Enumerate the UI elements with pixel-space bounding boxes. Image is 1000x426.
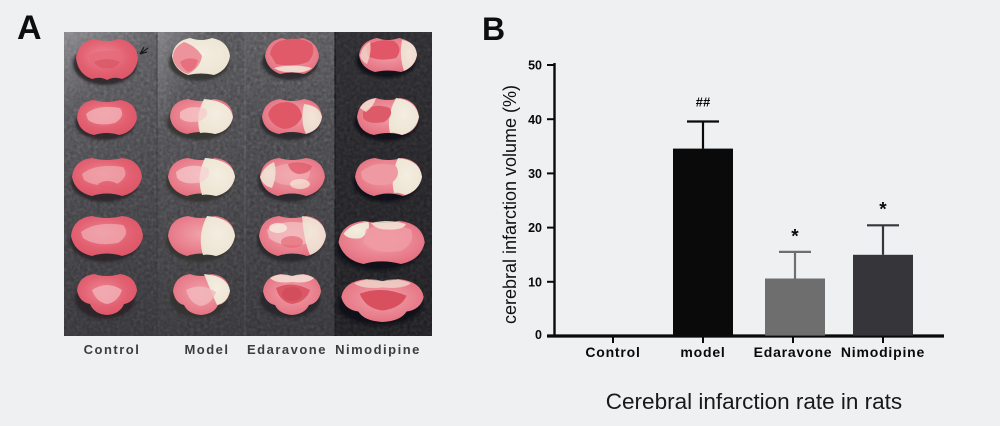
svg-text:0: 0 xyxy=(535,328,542,342)
svg-text:20: 20 xyxy=(528,221,542,235)
svg-text:*: * xyxy=(879,200,887,221)
svg-text:##: ## xyxy=(696,95,711,110)
svg-text:*: * xyxy=(791,227,799,248)
svg-text:40: 40 xyxy=(528,113,542,127)
svg-text:Nimodipine: Nimodipine xyxy=(841,344,925,360)
svg-text:50: 50 xyxy=(528,59,542,73)
svg-text:30: 30 xyxy=(528,167,542,181)
svg-text:cerebral infarction volume (%): cerebral infarction volume (%) xyxy=(500,85,520,324)
svg-text:Control: Control xyxy=(585,344,640,360)
svg-text:model: model xyxy=(680,344,725,360)
svg-text:Edaravone: Edaravone xyxy=(754,344,833,360)
svg-text:10: 10 xyxy=(528,275,542,289)
